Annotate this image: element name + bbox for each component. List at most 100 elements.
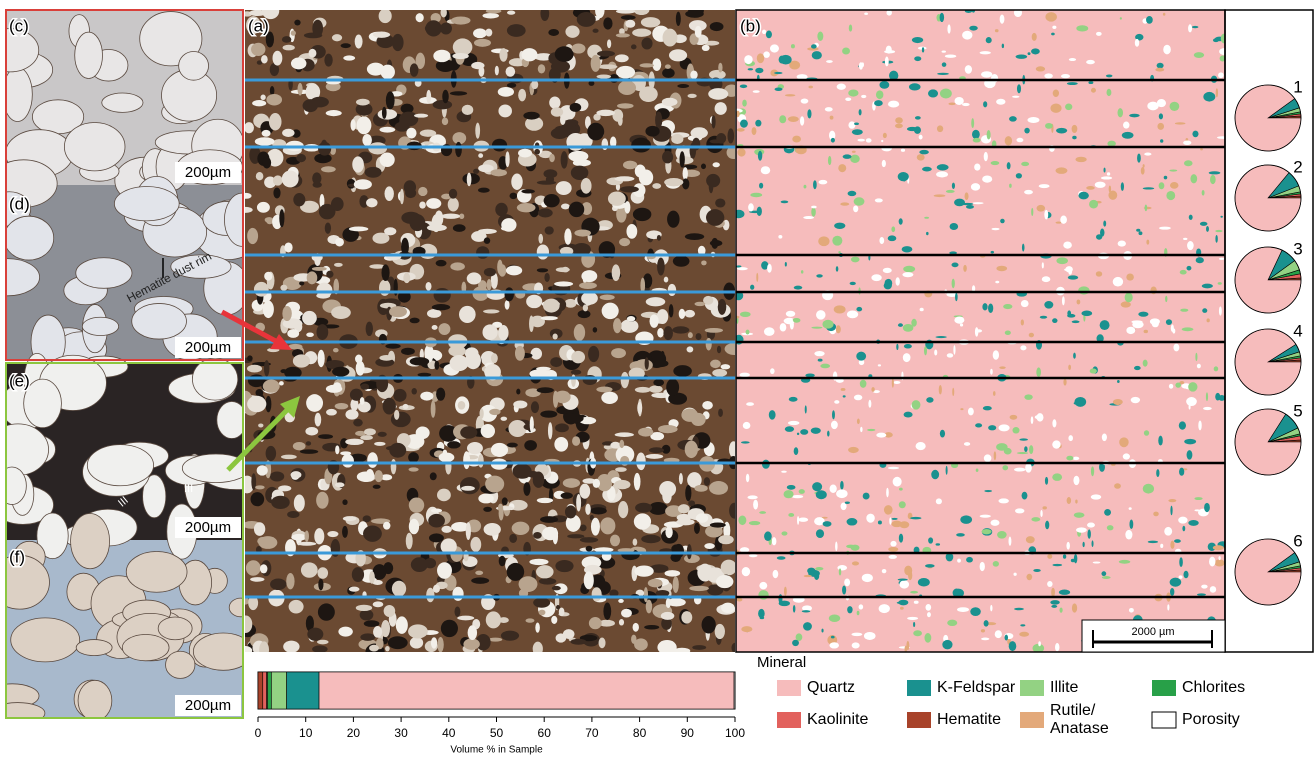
grain — [741, 441, 750, 443]
grain — [331, 197, 344, 211]
grain — [1056, 222, 1062, 224]
grain — [1134, 366, 1141, 370]
grain — [512, 522, 530, 535]
grain — [1073, 353, 1076, 359]
grain — [1090, 368, 1097, 373]
grain — [960, 408, 963, 410]
grain — [491, 353, 498, 363]
grain — [1216, 88, 1218, 97]
grain — [591, 55, 601, 72]
grain — [352, 156, 364, 172]
grain — [1144, 430, 1149, 435]
grain — [1117, 380, 1120, 383]
grain — [903, 324, 914, 332]
grain — [545, 226, 554, 234]
grain — [716, 575, 733, 588]
grain — [507, 83, 516, 88]
grain — [965, 65, 972, 74]
grain — [284, 242, 292, 252]
grain — [297, 542, 316, 546]
grain — [1088, 81, 1093, 84]
grain — [349, 587, 360, 592]
grain — [381, 620, 390, 637]
grain — [462, 105, 474, 115]
grain — [840, 202, 849, 205]
grain — [333, 348, 339, 352]
grain — [775, 88, 783, 91]
grain — [382, 264, 390, 281]
grain — [962, 31, 972, 40]
grain — [991, 161, 1000, 165]
grain — [1188, 382, 1197, 392]
grain — [830, 485, 837, 493]
grain — [580, 524, 587, 531]
grain — [388, 636, 408, 649]
grain — [991, 251, 994, 254]
grain — [586, 546, 593, 552]
grain — [1187, 241, 1194, 250]
grain — [1038, 641, 1041, 646]
grain — [1003, 304, 1012, 309]
grain — [848, 191, 857, 196]
grain — [300, 449, 318, 454]
grain — [718, 63, 722, 73]
grain — [192, 358, 237, 400]
x-tick-label: 20 — [347, 726, 361, 740]
grain — [952, 388, 954, 396]
grain — [828, 156, 831, 165]
grain — [621, 319, 639, 333]
grain — [975, 423, 982, 427]
grain — [283, 45, 295, 51]
grain — [766, 31, 772, 39]
grain — [553, 334, 558, 340]
grain — [825, 107, 833, 111]
grain — [616, 9, 635, 13]
grain — [1219, 306, 1222, 315]
grain — [426, 90, 431, 103]
grain — [772, 537, 777, 545]
grain — [529, 559, 548, 565]
grain — [914, 601, 919, 604]
grain — [1017, 452, 1028, 454]
grain — [587, 123, 604, 141]
grain — [433, 100, 452, 109]
grain — [531, 401, 539, 413]
grain — [659, 481, 676, 497]
grain — [373, 485, 381, 489]
grain — [363, 515, 371, 522]
grain — [262, 157, 271, 169]
grain — [1019, 438, 1027, 440]
grain — [996, 99, 1005, 105]
grain — [1052, 440, 1060, 448]
grain — [951, 263, 958, 268]
grain — [712, 115, 716, 128]
grain — [616, 66, 635, 79]
grain — [1146, 240, 1149, 245]
grain — [785, 426, 794, 432]
grain — [564, 228, 571, 244]
grain — [345, 439, 364, 445]
grain — [679, 309, 685, 319]
grain — [1210, 586, 1216, 593]
grain — [102, 93, 143, 112]
grain — [1159, 113, 1163, 119]
grain — [957, 559, 961, 563]
grain — [662, 151, 673, 164]
grain — [1027, 117, 1039, 123]
grain — [408, 624, 428, 638]
grain — [352, 567, 364, 582]
grain — [410, 63, 419, 76]
grain — [940, 430, 945, 438]
grain — [717, 346, 721, 354]
grain — [588, 81, 594, 86]
grain — [460, 477, 480, 494]
grain — [807, 568, 815, 574]
grain — [787, 485, 796, 490]
grain — [900, 607, 904, 610]
grain — [685, 485, 691, 501]
grain — [531, 80, 538, 89]
grain — [1074, 397, 1086, 407]
grain — [1019, 632, 1029, 637]
grain — [426, 198, 441, 209]
grain — [537, 268, 548, 272]
